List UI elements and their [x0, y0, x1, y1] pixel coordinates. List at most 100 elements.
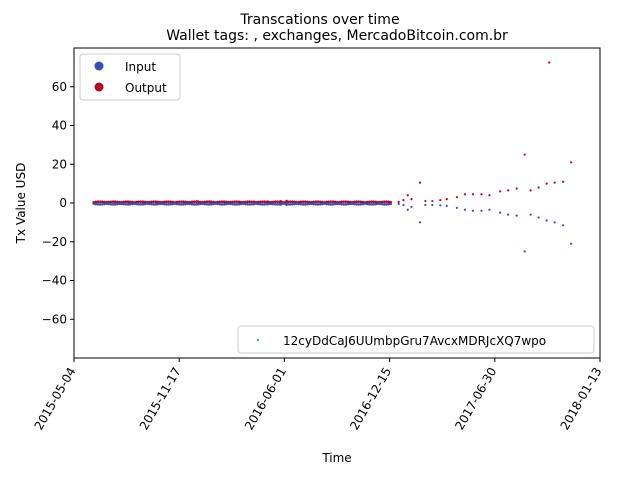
input-point: [126, 203, 130, 206]
input-point: [323, 202, 326, 205]
input-point: [259, 202, 262, 206]
output-point: [342, 200, 345, 203]
input-point: [553, 221, 556, 224]
output-point: [303, 200, 307, 203]
input-point: [252, 202, 256, 206]
input-point: [338, 202, 341, 206]
output-point: [165, 200, 168, 203]
input-point: [346, 202, 350, 206]
input-point: [342, 203, 345, 206]
output-point: [113, 200, 117, 203]
output-point: [218, 200, 222, 204]
input-point: [94, 202, 98, 206]
input-point: [167, 203, 170, 206]
output-point: [463, 193, 466, 196]
input-point: [363, 202, 367, 205]
input-point: [235, 203, 239, 206]
input-point: [207, 203, 211, 206]
input-point: [278, 202, 281, 206]
input-point: [248, 203, 251, 206]
output-point: [318, 200, 322, 204]
output-point: [333, 200, 337, 204]
input-point: [182, 202, 185, 206]
output-point: [169, 200, 172, 204]
output-point: [246, 200, 249, 204]
input-point: [194, 203, 198, 206]
input-point: [471, 209, 475, 212]
output-point: [402, 198, 405, 202]
legend-input-marker: [94, 61, 104, 71]
output-point: [410, 198, 413, 201]
output-point: [545, 182, 548, 185]
input-point: [190, 202, 194, 206]
output-point: [374, 200, 378, 204]
output-point: [548, 61, 551, 64]
output-point: [190, 200, 194, 204]
output-point: [325, 200, 328, 204]
output-point: [259, 200, 262, 204]
input-point: [280, 202, 284, 206]
input-point: [141, 202, 145, 206]
output-point: [152, 200, 155, 203]
input-point: [227, 202, 230, 206]
input-point: [173, 202, 177, 205]
output-point: [111, 200, 115, 203]
output-point: [98, 200, 102, 203]
input-point: [499, 211, 502, 214]
y-tick-label: 40: [52, 119, 67, 133]
output-point: [109, 200, 113, 204]
input-point: [241, 202, 245, 205]
input-point: [488, 208, 491, 211]
y-tick-label: 20: [52, 157, 67, 171]
output-point: [150, 200, 153, 204]
input-point: [418, 221, 422, 224]
output-point: [523, 153, 526, 156]
input-point: [130, 202, 134, 206]
input-point: [152, 203, 155, 206]
output-point: [107, 200, 111, 204]
input-point: [212, 202, 215, 206]
input-point: [109, 202, 113, 206]
output-point: [314, 200, 318, 203]
input-point: [380, 202, 384, 206]
y-tick-label: −40: [42, 274, 67, 288]
output-point: [507, 189, 510, 192]
input-point: [209, 202, 213, 206]
input-point: [291, 202, 294, 206]
output-point: [570, 161, 573, 164]
output-point: [276, 200, 279, 203]
output-point: [365, 200, 369, 204]
input-point: [122, 202, 125, 206]
output-point: [288, 200, 292, 203]
output-point: [175, 200, 179, 204]
output-point: [471, 193, 475, 196]
output-point: [143, 200, 147, 204]
output-point: [244, 200, 247, 204]
output-point: [286, 200, 290, 204]
output-point: [263, 200, 266, 203]
output-point: [278, 200, 281, 204]
dense-transaction-band: [92, 200, 392, 206]
input-point: [115, 202, 119, 206]
output-point: [194, 200, 198, 203]
input-point: [372, 203, 375, 206]
output-point: [180, 200, 183, 203]
output-point: [537, 186, 540, 189]
input-point: [244, 202, 247, 206]
output-point: [488, 194, 491, 197]
input-point: [139, 203, 143, 206]
input-point: [246, 202, 249, 206]
input-point: [239, 202, 243, 206]
input-point: [101, 202, 104, 206]
output-point: [515, 187, 518, 190]
output-point: [382, 200, 386, 203]
input-point: [331, 202, 335, 206]
output-point: [284, 200, 288, 204]
input-point: [148, 202, 151, 206]
input-point: [361, 202, 365, 206]
input-point: [271, 202, 275, 206]
input-point: [92, 202, 96, 205]
output-point: [293, 200, 296, 204]
input-point: [402, 203, 405, 207]
